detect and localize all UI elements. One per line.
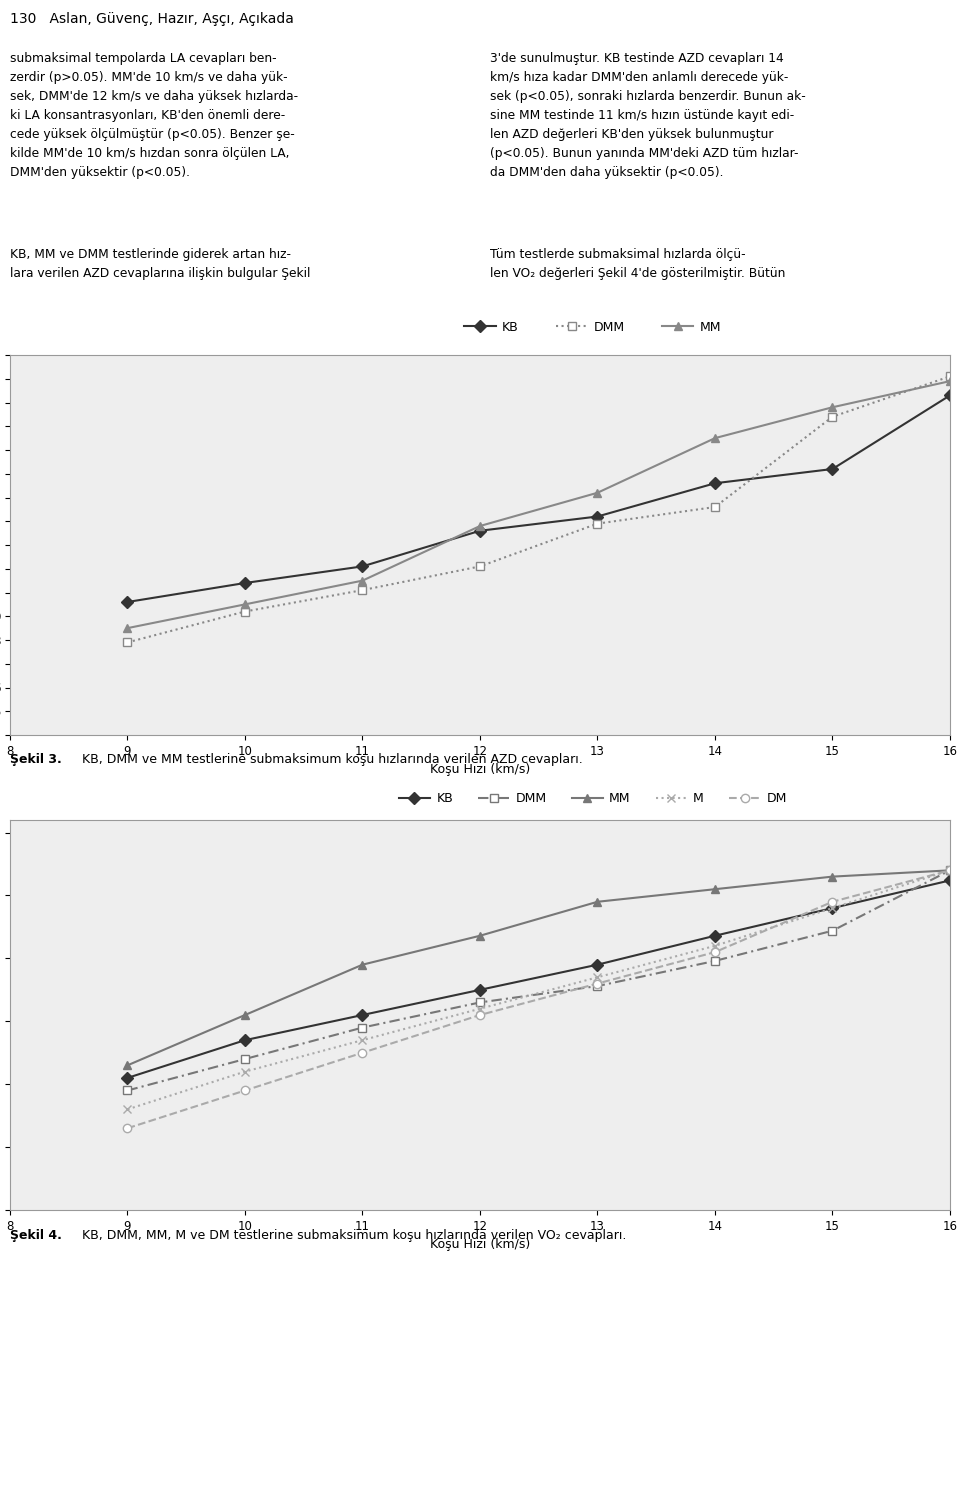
Line: DM: DM [123,867,954,1133]
Text: 3'de sunulmuştur. KB testinde AZD cevapları 14
km/s hıza kadar DMM'den anlamlı d: 3'de sunulmuştur. KB testinde AZD cevapl… [490,53,805,179]
DM [122,1119,133,1137]
DMM [945,861,956,879]
DM [474,1006,486,1024]
DM [591,975,603,993]
DM [709,943,721,961]
MM [945,861,956,879]
DMM [709,499,721,517]
Line: DMM: DMM [123,372,954,646]
KB [239,1032,251,1050]
DMM [357,581,369,599]
DMM [122,634,133,652]
X-axis label: Koşu Hızı (km/s): Koşu Hızı (km/s) [430,763,530,777]
Line: KB: KB [123,391,954,607]
DMM [474,993,486,1011]
KB [239,574,251,592]
M [474,1000,486,1018]
MM [591,892,603,910]
MM [357,955,369,973]
DMM [239,1050,251,1068]
MM [357,572,369,590]
DM [945,861,956,879]
MM [474,927,486,945]
KB [357,1006,369,1024]
DM [239,1081,251,1099]
Text: KB, MM ve DMM testlerinde giderek artan hız-
lara verilen AZD cevaplarına ilişki: KB, MM ve DMM testlerinde giderek artan … [10,248,310,279]
Text: 130   Aslan, Güvenç, Hazır, Aşçı, Açıkada: 130 Aslan, Güvenç, Hazır, Aşçı, Açıkada [10,12,294,26]
M [591,969,603,987]
Line: M: M [123,867,954,1113]
KB [709,927,721,945]
Text: Şekil 3.: Şekil 3. [10,753,61,766]
KB [357,557,369,575]
Line: DMM: DMM [123,867,954,1095]
KB [827,900,838,918]
KB [709,475,721,493]
Text: KB, DMM ve MM testlerine submaksimum koşu hızlarında verilen AZD cevapları.: KB, DMM ve MM testlerine submaksimum koş… [78,753,583,766]
DMM [357,1018,369,1036]
MM [122,619,133,637]
DMM [474,557,486,575]
DMM [239,602,251,620]
M [122,1101,133,1119]
DMM [945,368,956,386]
DM [357,1044,369,1062]
MM [827,868,838,886]
MM [239,595,251,613]
DMM [827,407,838,425]
Legend: KB, DMM, MM: KB, DMM, MM [460,315,726,338]
KB [591,955,603,973]
KB [945,871,956,889]
Line: MM: MM [123,377,954,632]
KB [827,460,838,478]
M [945,861,956,879]
KB [591,508,603,526]
MM [827,398,838,416]
MM [591,484,603,502]
Legend: KB, DMM, MM, M, DM: KB, DMM, MM, M, DM [394,787,792,810]
Text: Şekil 4.: Şekil 4. [10,1229,61,1242]
M [827,900,838,918]
MM [709,430,721,448]
MM [474,517,486,535]
KB [945,386,956,404]
DMM [709,952,721,970]
MM [709,880,721,898]
Text: Tüm testlerde submaksimal hızlarda ölçü-
len VO₂ değerleri Şekil 4'de gösterilmi: Tüm testlerde submaksimal hızlarda ölçü-… [490,248,785,279]
M [239,1062,251,1080]
DM [827,892,838,910]
DMM [591,515,603,533]
X-axis label: Koşu Hızı (km/s): Koşu Hızı (km/s) [430,1238,530,1251]
MM [122,1056,133,1074]
M [709,937,721,955]
DMM [827,922,838,940]
Line: MM: MM [123,867,954,1069]
M [357,1032,369,1050]
DMM [122,1081,133,1099]
KB [122,593,133,611]
KB [474,981,486,999]
Text: submaksimal tempolarda LA cevapları ben-
zerdir (p>0.05). MM'de 10 km/s ve daha : submaksimal tempolarda LA cevapları ben-… [10,53,299,179]
MM [239,1006,251,1024]
KB [122,1069,133,1087]
DMM [591,978,603,996]
Line: KB: KB [123,876,954,1081]
MM [945,372,956,391]
Text: KB, DMM, MM, M ve DM testlerine submaksimum koşu hızlarında verilen VO₂ cevaplar: KB, DMM, MM, M ve DM testlerine submaksi… [78,1229,626,1242]
KB [474,521,486,539]
